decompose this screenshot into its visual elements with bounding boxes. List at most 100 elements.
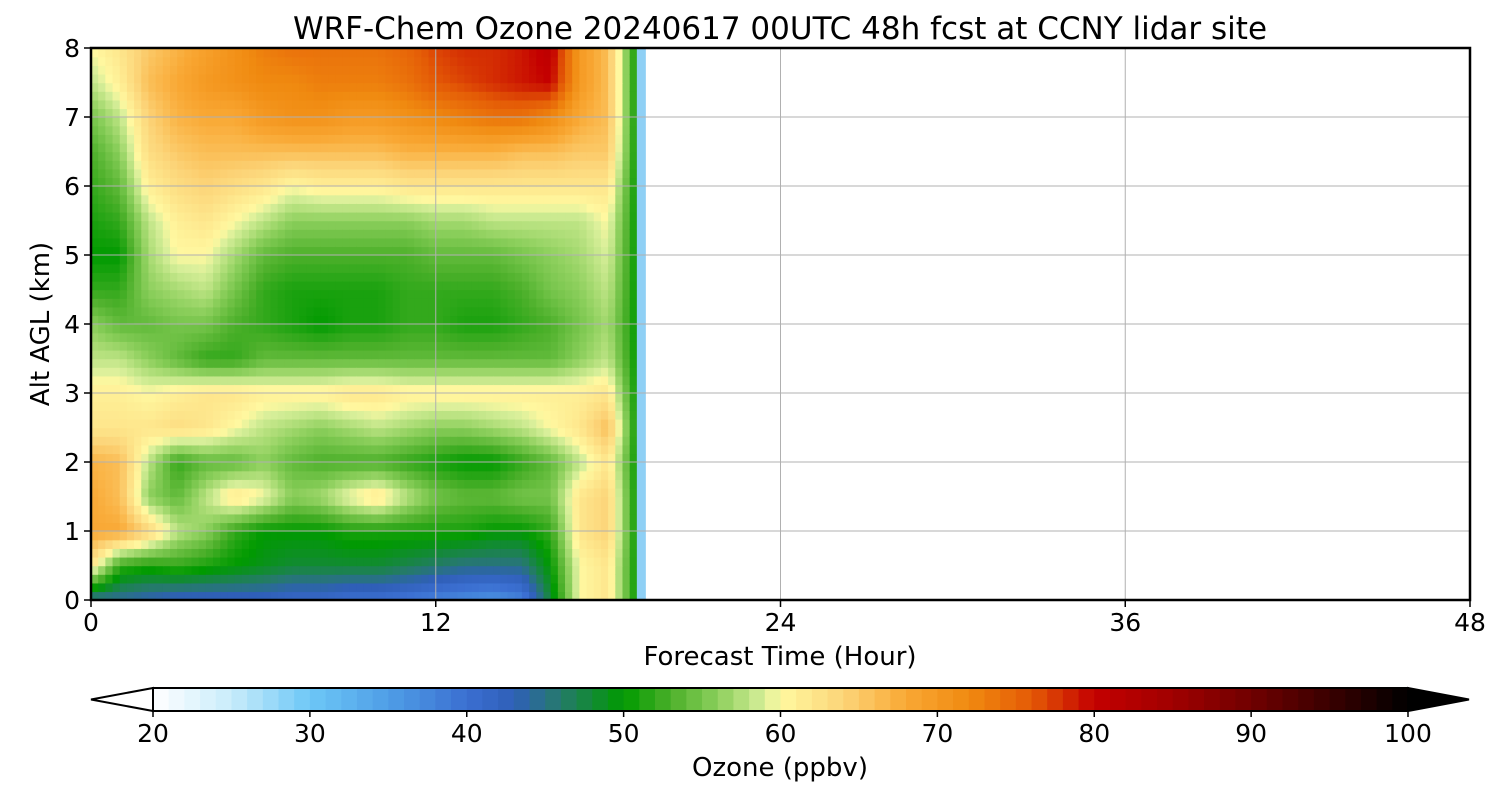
heatmap-cell <box>356 367 365 377</box>
heatmap-cell <box>608 48 617 58</box>
heatmap-cell <box>536 401 545 411</box>
heatmap-cell <box>134 410 142 420</box>
heatmap-cell <box>213 91 221 101</box>
heatmap-cell <box>464 272 473 282</box>
heatmap-cell <box>335 393 344 403</box>
heatmap-cell <box>529 117 537 127</box>
heatmap-cell <box>600 298 609 308</box>
heatmap-cell <box>306 289 315 299</box>
heatmap-cell <box>493 125 502 135</box>
heatmap-cell <box>234 177 243 187</box>
colorbar-segment <box>372 688 389 711</box>
heatmap-cell <box>112 513 121 524</box>
heatmap-cell <box>514 168 523 179</box>
heatmap-cell <box>126 186 135 196</box>
heatmap-cell <box>141 393 150 403</box>
heatmap-cell <box>514 462 523 472</box>
heatmap-cell <box>256 565 265 575</box>
heatmap-cell <box>105 539 114 549</box>
heatmap-cell <box>363 160 372 170</box>
heatmap-cell <box>119 582 128 593</box>
heatmap-cell <box>270 427 279 437</box>
heatmap-cell <box>521 99 530 110</box>
heatmap-cell <box>342 125 351 135</box>
heatmap-cell <box>363 531 372 541</box>
heatmap-cell <box>241 479 250 489</box>
heatmap-cell <box>249 487 257 498</box>
heatmap-cell <box>478 82 487 92</box>
heatmap-cell <box>500 211 509 222</box>
heatmap-cell <box>105 444 114 455</box>
colorbar-segment <box>811 688 829 711</box>
heatmap-cell <box>270 496 279 506</box>
heatmap-cell <box>615 324 624 334</box>
heatmap-cell <box>155 203 164 213</box>
heatmap-cell <box>407 384 415 394</box>
heatmap-cell <box>249 384 257 394</box>
heatmap-cell <box>500 91 509 101</box>
heatmap-cell <box>249 220 257 230</box>
heatmap-cell <box>249 99 257 110</box>
heatmap-cell <box>155 367 164 377</box>
heatmap-cell <box>119 436 128 446</box>
heatmap-cell <box>486 513 494 524</box>
heatmap-cell <box>119 324 128 334</box>
heatmap-cell <box>507 332 516 342</box>
heatmap-cell <box>134 56 142 66</box>
heatmap-cell <box>284 315 293 325</box>
heatmap-cell <box>385 211 394 222</box>
heatmap-cell <box>471 255 480 265</box>
heatmap-cell <box>629 453 638 463</box>
heatmap-cell <box>600 91 609 101</box>
heatmap-cell <box>191 453 200 463</box>
heatmap-cell <box>213 125 221 135</box>
heatmap-cell <box>421 177 430 187</box>
heatmap-cell <box>593 384 602 394</box>
heatmap-cell <box>263 73 272 84</box>
heatmap-cell <box>241 246 250 256</box>
heatmap-cell <box>407 220 415 230</box>
heatmap-cell <box>507 203 516 213</box>
heatmap-cell <box>292 479 300 489</box>
heatmap-cell <box>371 298 379 308</box>
colorbar-segment <box>560 688 578 711</box>
heatmap-cell <box>371 574 379 584</box>
heatmap-cell <box>385 462 394 472</box>
heatmap-cell <box>198 177 207 187</box>
heatmap-cell <box>191 65 200 75</box>
colorbar-segment <box>545 688 562 711</box>
heatmap-cell <box>471 151 480 161</box>
heatmap-cell <box>112 349 121 360</box>
heatmap-cell <box>435 427 444 437</box>
heatmap-cell <box>148 375 157 386</box>
heatmap-cell <box>292 393 300 403</box>
heatmap-cell <box>407 289 415 299</box>
heatmap-cell <box>529 125 537 135</box>
heatmap-cell <box>263 427 272 437</box>
heatmap-cell <box>593 160 602 170</box>
heatmap-cell <box>256 168 265 179</box>
heatmap-cell <box>407 513 415 524</box>
heatmap-cell <box>263 410 272 420</box>
heatmap-cell <box>177 462 186 472</box>
heatmap-cell <box>335 375 344 386</box>
heatmap-cell <box>565 246 573 256</box>
heatmap-cell <box>191 341 200 351</box>
heatmap-cell <box>407 531 415 541</box>
heatmap-cell <box>306 306 315 317</box>
heatmap-cell <box>593 522 602 532</box>
heatmap-cell <box>191 255 200 265</box>
heatmap-cell <box>407 436 415 446</box>
heatmap-cell <box>435 194 444 204</box>
heatmap-cell <box>184 470 193 480</box>
heatmap-cell <box>299 436 308 446</box>
heatmap-cell <box>170 263 178 273</box>
heatmap-cell <box>191 539 200 549</box>
heatmap-cell <box>385 263 394 273</box>
heatmap-cell <box>536 280 545 291</box>
heatmap-cell <box>428 237 437 248</box>
heatmap-cell <box>378 341 387 351</box>
heatmap-cell <box>536 263 545 273</box>
heatmap-cell <box>220 341 229 351</box>
heatmap-cell <box>256 289 265 299</box>
